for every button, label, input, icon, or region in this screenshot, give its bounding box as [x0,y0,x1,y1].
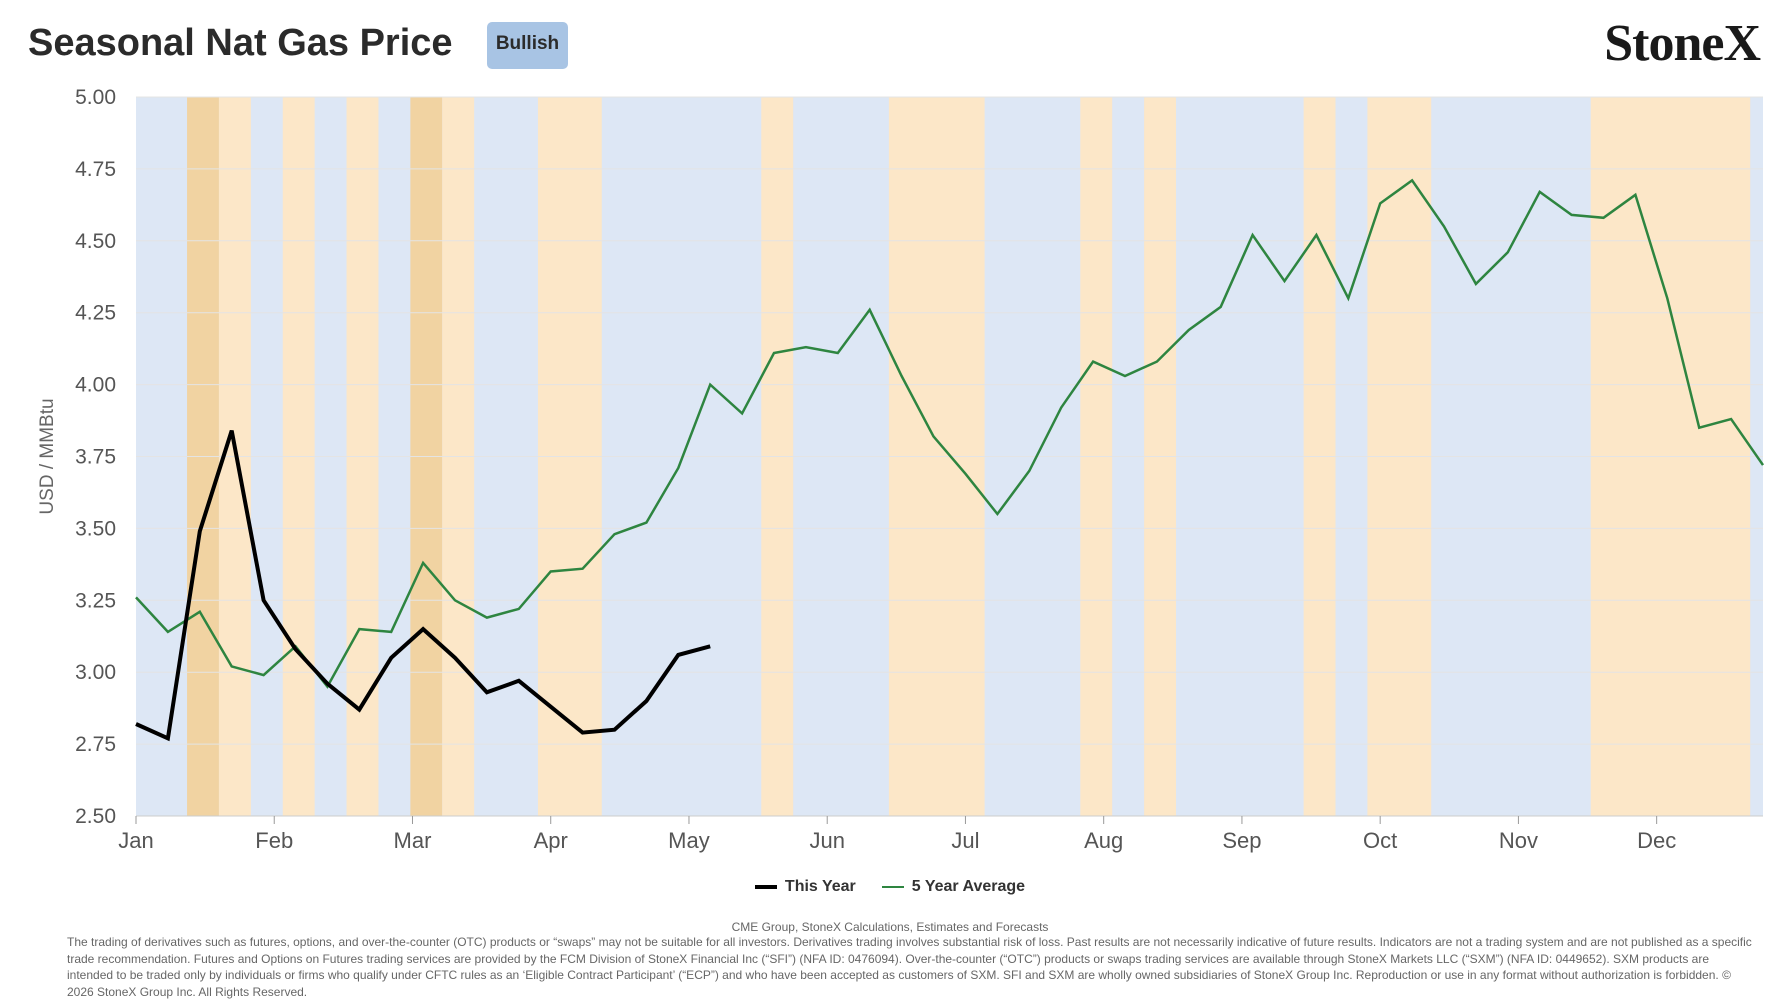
stonex-logo: StoneX [1604,15,1761,72]
legend-swatch-this-year [754,885,777,889]
x-tick-label-apr: Apr [534,828,568,853]
y-tick-label-0: 5.00 [75,86,116,109]
chart-legend: This Year 5 Year Average [0,878,1780,896]
y-tick-label-4: 4.00 [75,374,116,397]
legend-label-5-year-average: 5 Year Average [911,878,1026,895]
x-tick-label-jan: Jan [118,828,153,853]
y-tick-label-1: 4.75 [75,158,116,181]
x-tick-label-sep: Sep [1222,828,1261,853]
legend-item-this-year[interactable]: This Year [754,878,856,896]
disclaimer-text: The trading of derivatives such as futur… [67,935,1752,999]
series-line-5-year-average [135,178,1765,689]
x-tick-label-nov: Nov [1499,828,1538,853]
y-tick-label-8: 3.00 [75,661,116,684]
legend-item-5-year-average[interactable]: 5 Year Average [881,878,1026,896]
y-tick-label-5: 3.75 [75,446,116,469]
x-tick-label-jul: Jul [951,828,979,853]
x-tick-label-mar: Mar [394,828,432,853]
sentiment-badge: Bullish [487,22,568,69]
x-tick-label-dec: Dec [1637,828,1676,853]
y-axis-label: USD / MMBtu [37,398,58,514]
x-tick-label-jun: Jun [809,828,844,853]
chart-title: Seasonal Nat Gas Price [28,22,453,64]
seasonal-price-chart: 5.00 4.75 4.50 4.25 4.00 3.75 3.50 3.25 3.00 2.75… [37,86,1765,853]
x-tick-label-feb: Feb [255,828,293,853]
legend-label-this-year: This Year [784,878,856,895]
source-note: CME Group, StoneX Calculations, Estimate… [731,920,1049,934]
y-tick-label-9: 2.75 [75,733,116,756]
y-tick-label-7: 3.25 [75,589,116,612]
y-tick-label-6: 3.50 [75,517,116,540]
x-tick-label-may: May [668,828,710,853]
y-tick-label-3: 4.25 [75,302,116,325]
y-tick-label-10: 2.50 [75,805,116,828]
series-line-this-year [135,429,711,742]
x-tick-label-aug: Aug [1084,828,1123,853]
x-tick-label-oct: Oct [1363,828,1397,853]
legend-swatch-5-year-average [881,886,904,888]
y-tick-label-2: 4.50 [75,230,116,253]
